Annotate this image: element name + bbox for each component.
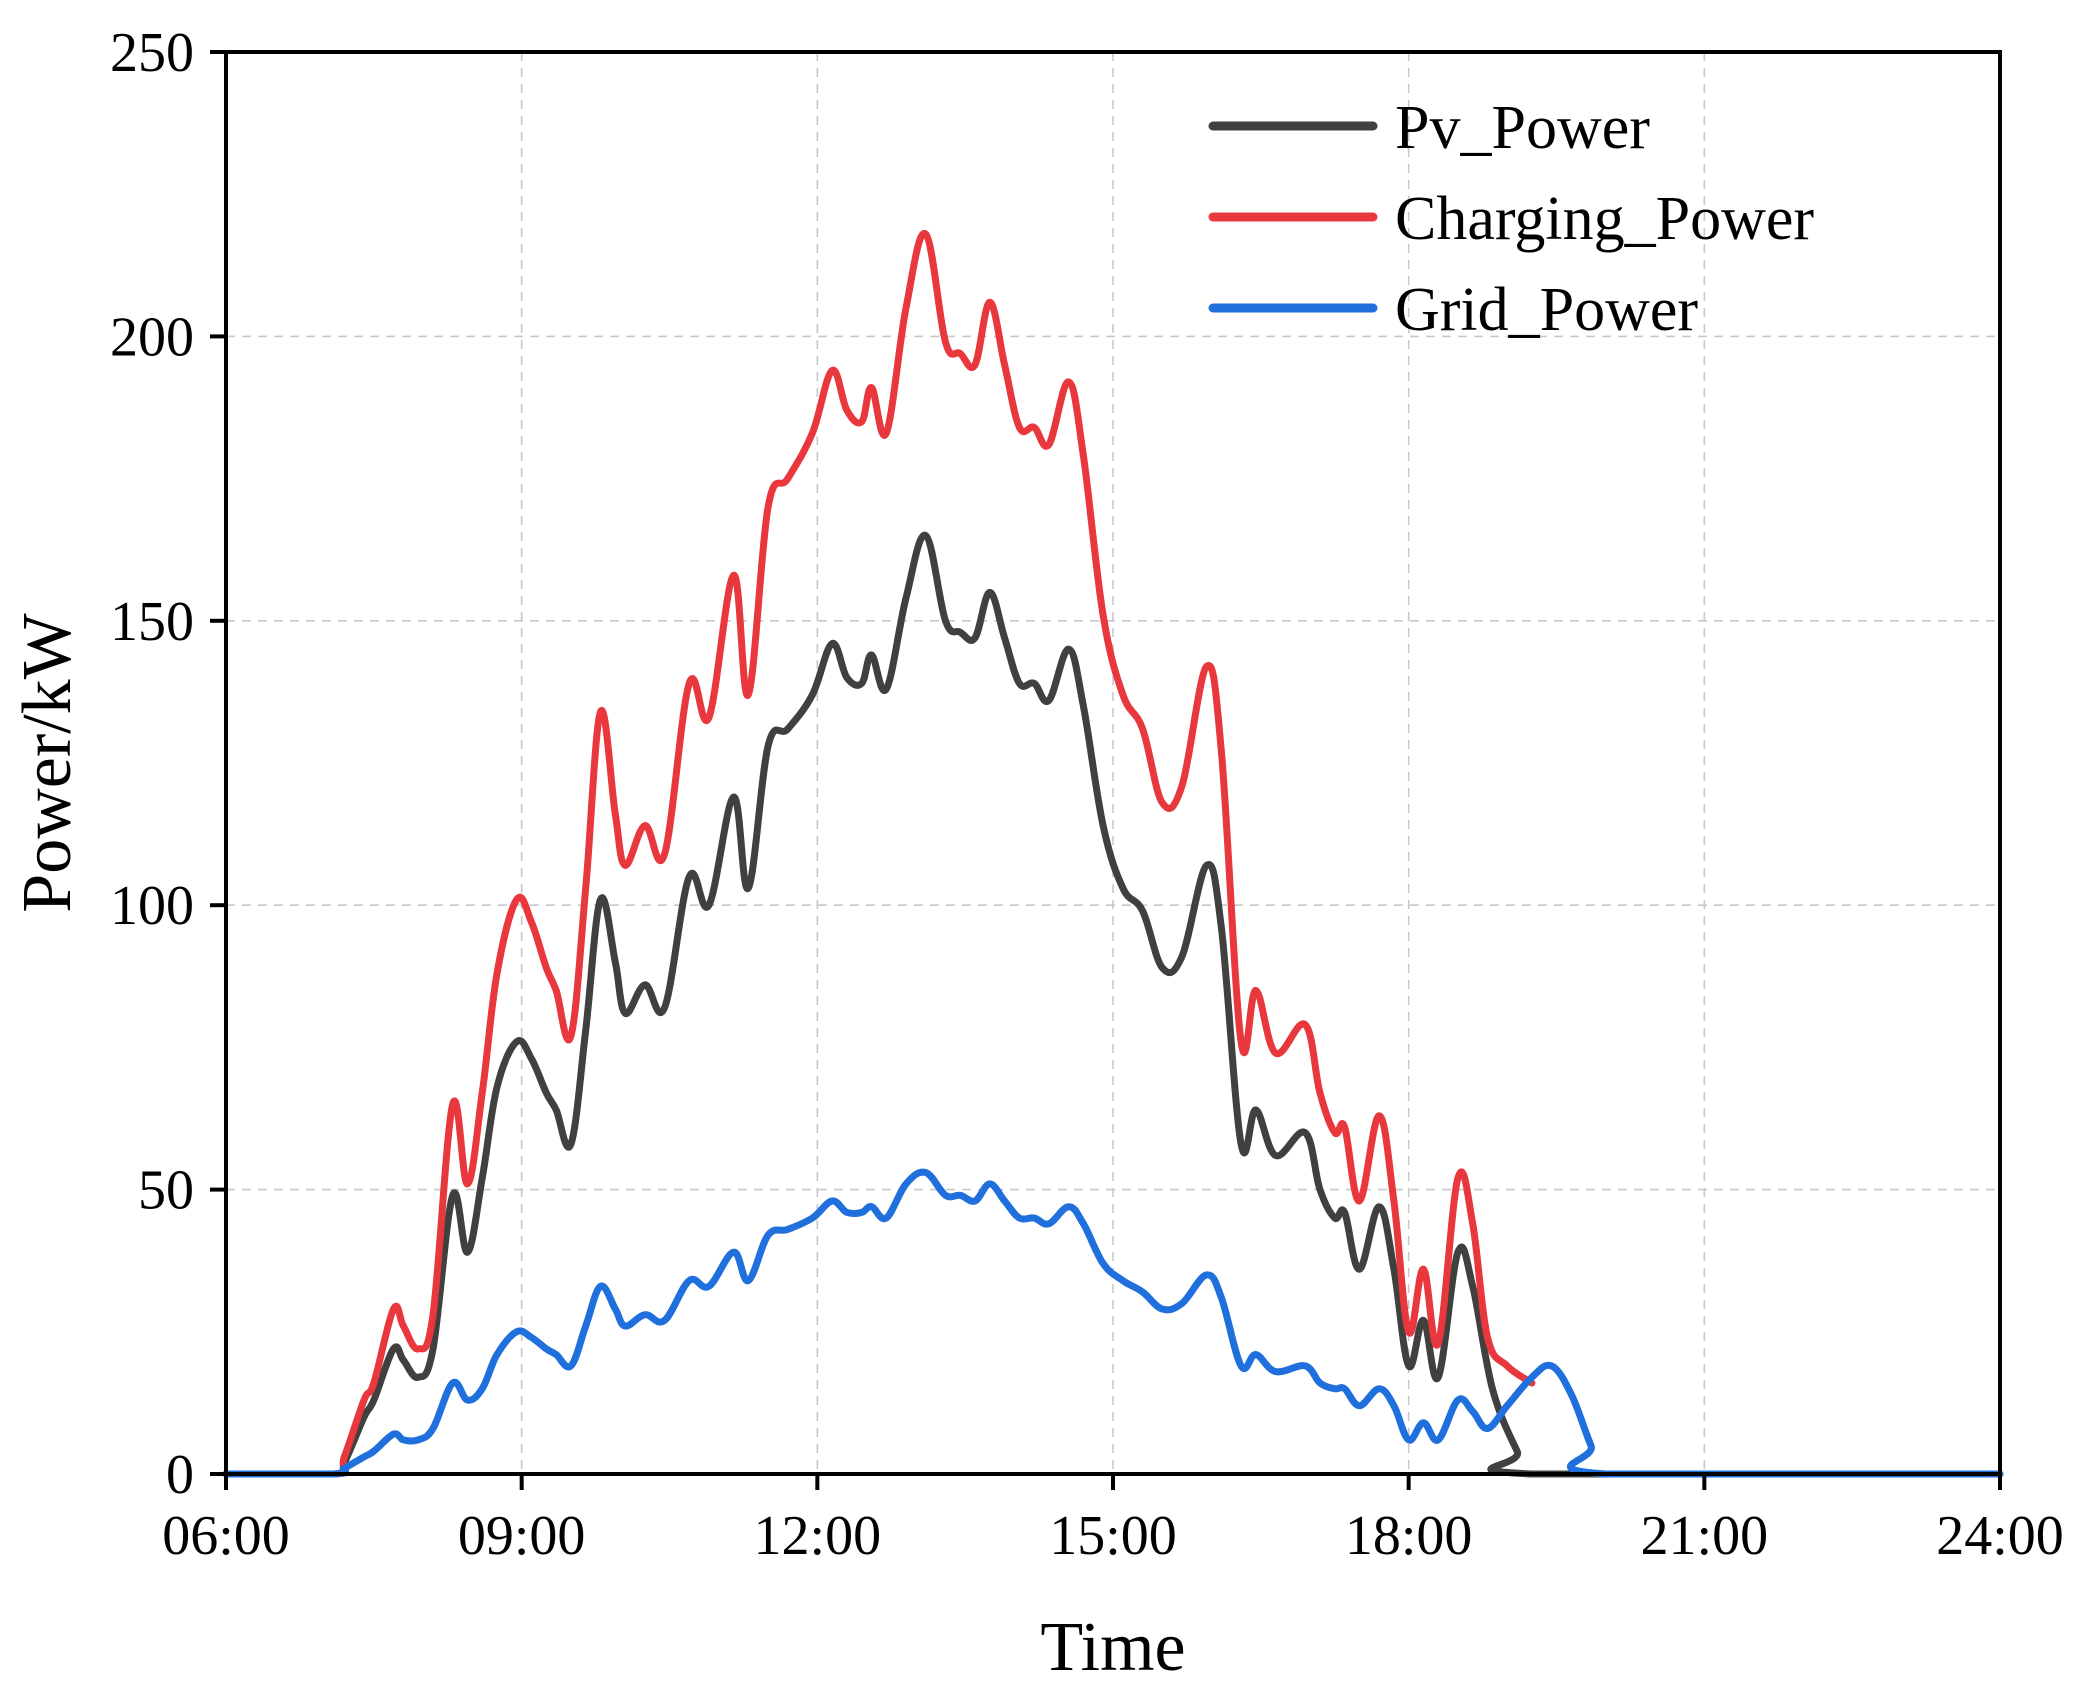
series-line-charging-power: [222, 230, 1536, 1478]
y-tick-label: 0: [166, 1444, 194, 1506]
x-tick-label: 12:00: [754, 1505, 882, 1567]
y-tick-label: 250: [110, 22, 194, 84]
y-tick-label: 200: [110, 306, 194, 368]
legend: Pv_Power Charging_Power Grid_Power: [1208, 94, 1814, 344]
grid-lines: [226, 52, 2000, 1474]
series-line-pv-power: [222, 531, 2004, 1478]
x-tick-label: 06:00: [162, 1505, 290, 1567]
x-tick-label: 21:00: [1641, 1505, 1769, 1567]
y-tick-label: 150: [110, 591, 194, 653]
series-line-grid-power: [222, 1168, 2004, 1478]
x-tick-label: 09:00: [458, 1505, 586, 1567]
y-axis-title: Power/kW: [9, 613, 86, 912]
y-tick-label: 100: [110, 875, 194, 937]
x-tick-label: 18:00: [1345, 1505, 1473, 1567]
y-tick-label: 50: [138, 1160, 194, 1222]
x-axis-title: Time: [1040, 1609, 1185, 1686]
legend-label-charging-power: Charging_Power: [1395, 185, 1814, 253]
series-lines: [222, 230, 2004, 1478]
x-tick-label: 15:00: [1049, 1505, 1177, 1567]
legend-label-grid-power: Grid_Power: [1395, 276, 1698, 344]
axis-ticks: 06:00 09:00 12:00 15:00 18:00 21:00 24:00 0 50 10…: [110, 22, 2064, 1567]
legend-label-pv-power: Pv_Power: [1395, 94, 1650, 162]
x-tick-label: 24:00: [1936, 1505, 2064, 1567]
